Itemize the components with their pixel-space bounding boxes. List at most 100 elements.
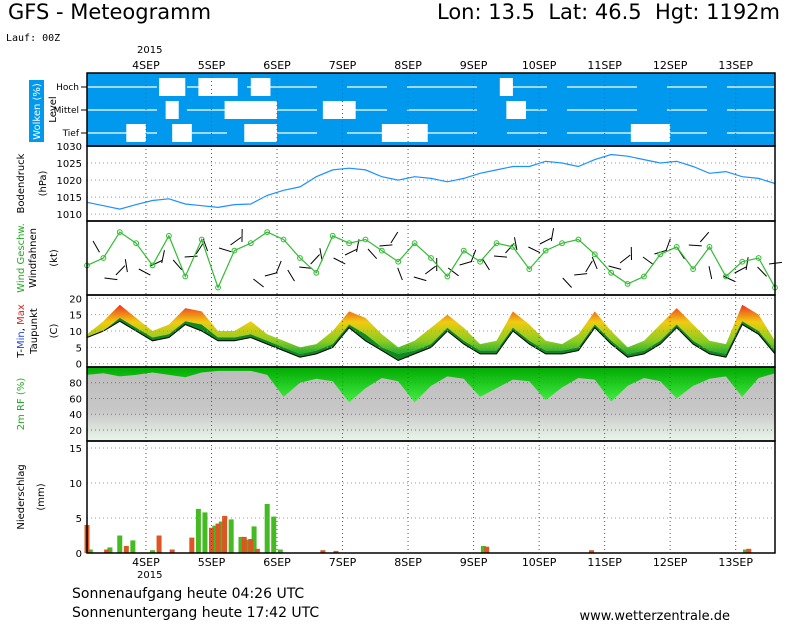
wind-barb	[562, 277, 572, 288]
precip-bar-konvektiv	[87, 549, 93, 553]
precip-bar-konvektiv	[130, 540, 136, 553]
precip-bar-gesamt	[254, 548, 260, 553]
website-link[interactable]: www.wetterzentrale.de	[579, 609, 730, 624]
wind-speed-point	[182, 273, 189, 280]
day-label-bottom-6SEP: 6SEP	[263, 556, 291, 569]
precip-bar-konvektiv	[264, 504, 270, 553]
wind-speed-point	[493, 240, 500, 247]
year-label-top: 2015	[137, 45, 163, 56]
wind-barb	[253, 278, 264, 288]
pressure-unit: (hPa)	[38, 170, 49, 196]
precip-bar-gesamt	[333, 550, 339, 553]
cloud-gap	[630, 124, 671, 142]
wind-barb	[413, 276, 427, 282]
wind-speed-point	[297, 255, 303, 261]
wind-speed-point	[411, 240, 418, 247]
precip-bar-gesamt	[215, 523, 221, 553]
wind-speed-point	[722, 273, 729, 280]
precip-bar-konvektiv	[107, 547, 113, 553]
cloud-level-label-mittel: Mittel	[54, 106, 79, 116]
temp-tick-label: 15	[69, 311, 82, 322]
panel-frame	[86, 440, 776, 554]
precip-bar-konvektiv	[271, 516, 277, 553]
wind-barb	[550, 228, 555, 242]
wind-barb	[319, 248, 323, 262]
precip-bar-gesamt	[208, 527, 214, 553]
day-label-top-7SEP: 7SEP	[329, 59, 357, 72]
panel-frame	[86, 145, 776, 222]
wind-speed-point	[460, 247, 467, 254]
wind-speed-point	[591, 251, 598, 258]
wind-barb	[528, 246, 541, 254]
cloud-gap	[224, 101, 278, 119]
rh-tick-label: 80	[69, 379, 82, 390]
wind-barb	[115, 265, 126, 276]
wind-speed-point	[215, 284, 221, 291]
temp-min-band	[87, 317, 775, 361]
wind-speed-point	[149, 262, 156, 269]
wind-subtitle: Windfahnen	[28, 228, 39, 288]
wind-speed-point	[673, 244, 680, 250]
wind-barb	[482, 258, 490, 271]
wind-speed-point	[133, 240, 140, 247]
wind-barb	[688, 244, 702, 247]
wind-speed-point	[329, 232, 336, 239]
precip-tick-label: 15	[69, 444, 82, 455]
wind-barb	[218, 247, 232, 253]
precip-bar-gesamt	[104, 549, 110, 553]
wind-barb	[124, 259, 128, 273]
year-label-bottom: 2015	[137, 570, 163, 581]
precip-title: Niederschlag	[16, 464, 27, 529]
day-label-top-4SEP: 4SEP	[132, 59, 160, 72]
wind-barb	[539, 237, 552, 245]
day-label-bottom-13SEP: 13SEP	[718, 556, 753, 569]
pressure-line	[86, 153, 776, 210]
day-label-top-5SEP: 5SEP	[198, 59, 226, 72]
day-label-bottom-5SEP: 5SEP	[198, 556, 226, 569]
wind-speed-point	[575, 236, 582, 243]
precip-unit: (mm)	[36, 483, 47, 510]
precip-bar-gesamt	[589, 550, 595, 553]
pressure-tick-label: 1015	[57, 193, 82, 204]
precip-bar-gesamt	[169, 549, 175, 553]
day-label-bottom-8SEP: 8SEP	[394, 556, 422, 569]
wind-speed-point	[608, 269, 615, 276]
cloud-gap	[126, 124, 146, 142]
chart-title: GFS - Meteogramm	[8, 0, 212, 24]
wind-speed-point	[624, 281, 631, 287]
precip-bar-konvektiv	[212, 525, 218, 553]
day-label-top-6SEP: 6SEP	[263, 59, 291, 72]
wind-barb	[287, 269, 295, 282]
wind-barb	[757, 266, 767, 277]
wind-barb	[585, 260, 593, 273]
rh-tick-label: 40	[69, 410, 82, 421]
precip-bar-gesamt	[248, 539, 254, 553]
pressure-tick-label: 1025	[57, 159, 82, 170]
cloud-title-box	[29, 80, 44, 142]
day-label-top-8SEP: 8SEP	[394, 59, 422, 72]
temp-tick-label: 20	[69, 294, 82, 305]
wind-speed-point	[395, 258, 402, 265]
wind-barb	[92, 240, 100, 253]
wind-barb	[379, 244, 393, 247]
wind-barb	[344, 248, 357, 256]
wind-speed-point	[477, 258, 484, 265]
rh-title: 2m RF (%)	[16, 378, 27, 431]
precip-bar-konvektiv	[195, 508, 201, 553]
precip-bar-konvektiv	[202, 512, 208, 553]
precip-bar-konvektiv	[277, 549, 283, 553]
wind-barb	[608, 265, 622, 270]
cloud-gap	[506, 101, 527, 119]
wind-speed-point	[641, 273, 647, 280]
wind-barb	[424, 265, 436, 275]
wind-speed-point	[362, 236, 369, 243]
wind-title: Wind Geschw.	[16, 223, 27, 293]
cloud-gap	[250, 78, 271, 96]
wind-barb	[299, 266, 313, 269]
model-run-label: Lauf: 00Z	[6, 33, 61, 44]
wind-speed-point	[247, 240, 254, 247]
cloud-gap	[159, 78, 186, 96]
wind-barb	[397, 267, 403, 281]
rh-tick-label: 60	[69, 394, 82, 405]
cloud-gap	[499, 78, 513, 96]
